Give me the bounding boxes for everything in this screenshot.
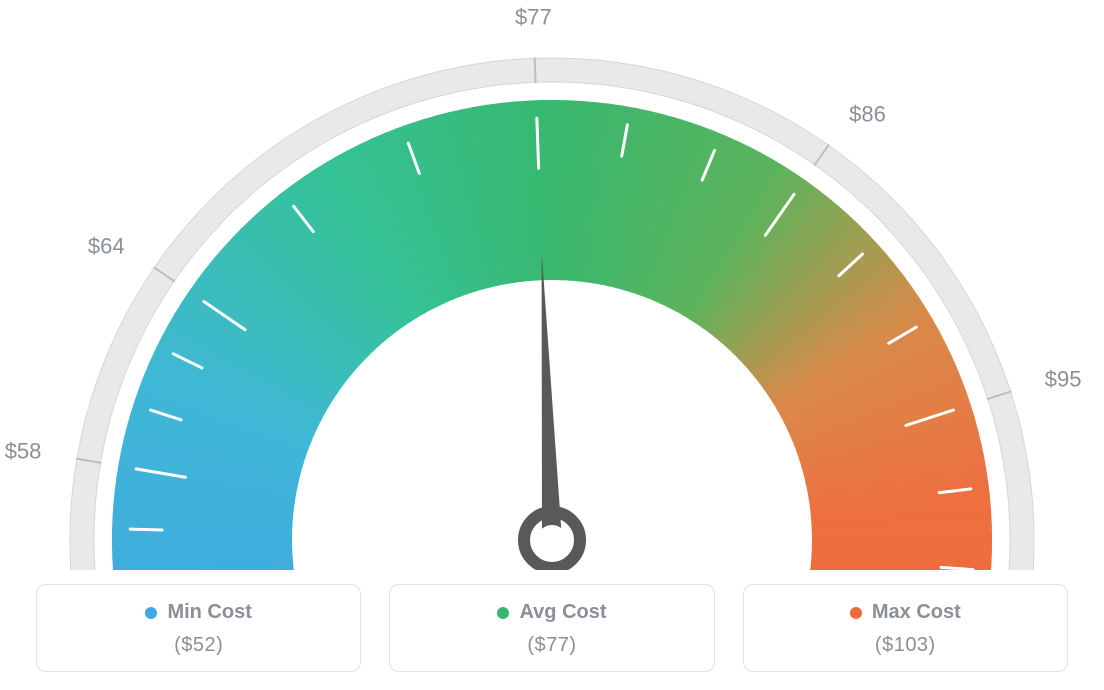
legend-top-max: Max Cost bbox=[850, 601, 961, 624]
legend-value-min: ($52) bbox=[37, 634, 360, 657]
legend-label-avg: Avg Cost bbox=[519, 601, 606, 624]
legend-row: Min Cost ($52) Avg Cost ($77) Max Cost (… bbox=[36, 584, 1068, 672]
gauge-tick-label: $95 bbox=[1045, 366, 1082, 391]
legend-card-min: Min Cost ($52) bbox=[36, 584, 361, 672]
gauge-tick bbox=[537, 118, 539, 168]
chart-root: $52$58$64$77$86$95$103 Min Cost ($52) Av… bbox=[0, 0, 1104, 690]
gauge-tick bbox=[535, 58, 536, 82]
legend-value-avg: ($77) bbox=[390, 634, 713, 657]
gauge-area: $52$58$64$77$86$95$103 bbox=[0, 0, 1104, 570]
gauge-tick-label: $58 bbox=[5, 439, 42, 464]
gauge-svg: $52$58$64$77$86$95$103 bbox=[0, 0, 1104, 570]
legend-card-max: Max Cost ($103) bbox=[743, 584, 1068, 672]
gauge-tick-label: $86 bbox=[849, 102, 886, 127]
gauge-tick bbox=[130, 529, 162, 530]
legend-top-avg: Avg Cost bbox=[497, 601, 606, 624]
dot-max bbox=[850, 607, 862, 619]
legend-value-max: ($103) bbox=[744, 634, 1067, 657]
legend-card-avg: Avg Cost ($77) bbox=[389, 584, 714, 672]
dot-min bbox=[145, 607, 157, 619]
gauge-needle-center bbox=[537, 525, 567, 555]
legend-top-min: Min Cost bbox=[145, 601, 251, 624]
legend-label-max: Max Cost bbox=[872, 601, 961, 624]
legend-label-min: Min Cost bbox=[167, 601, 251, 624]
gauge-tick-label: $64 bbox=[88, 233, 125, 258]
gauge-tick-label: $77 bbox=[515, 4, 552, 29]
gauge-needle bbox=[542, 250, 562, 540]
dot-avg bbox=[497, 607, 509, 619]
